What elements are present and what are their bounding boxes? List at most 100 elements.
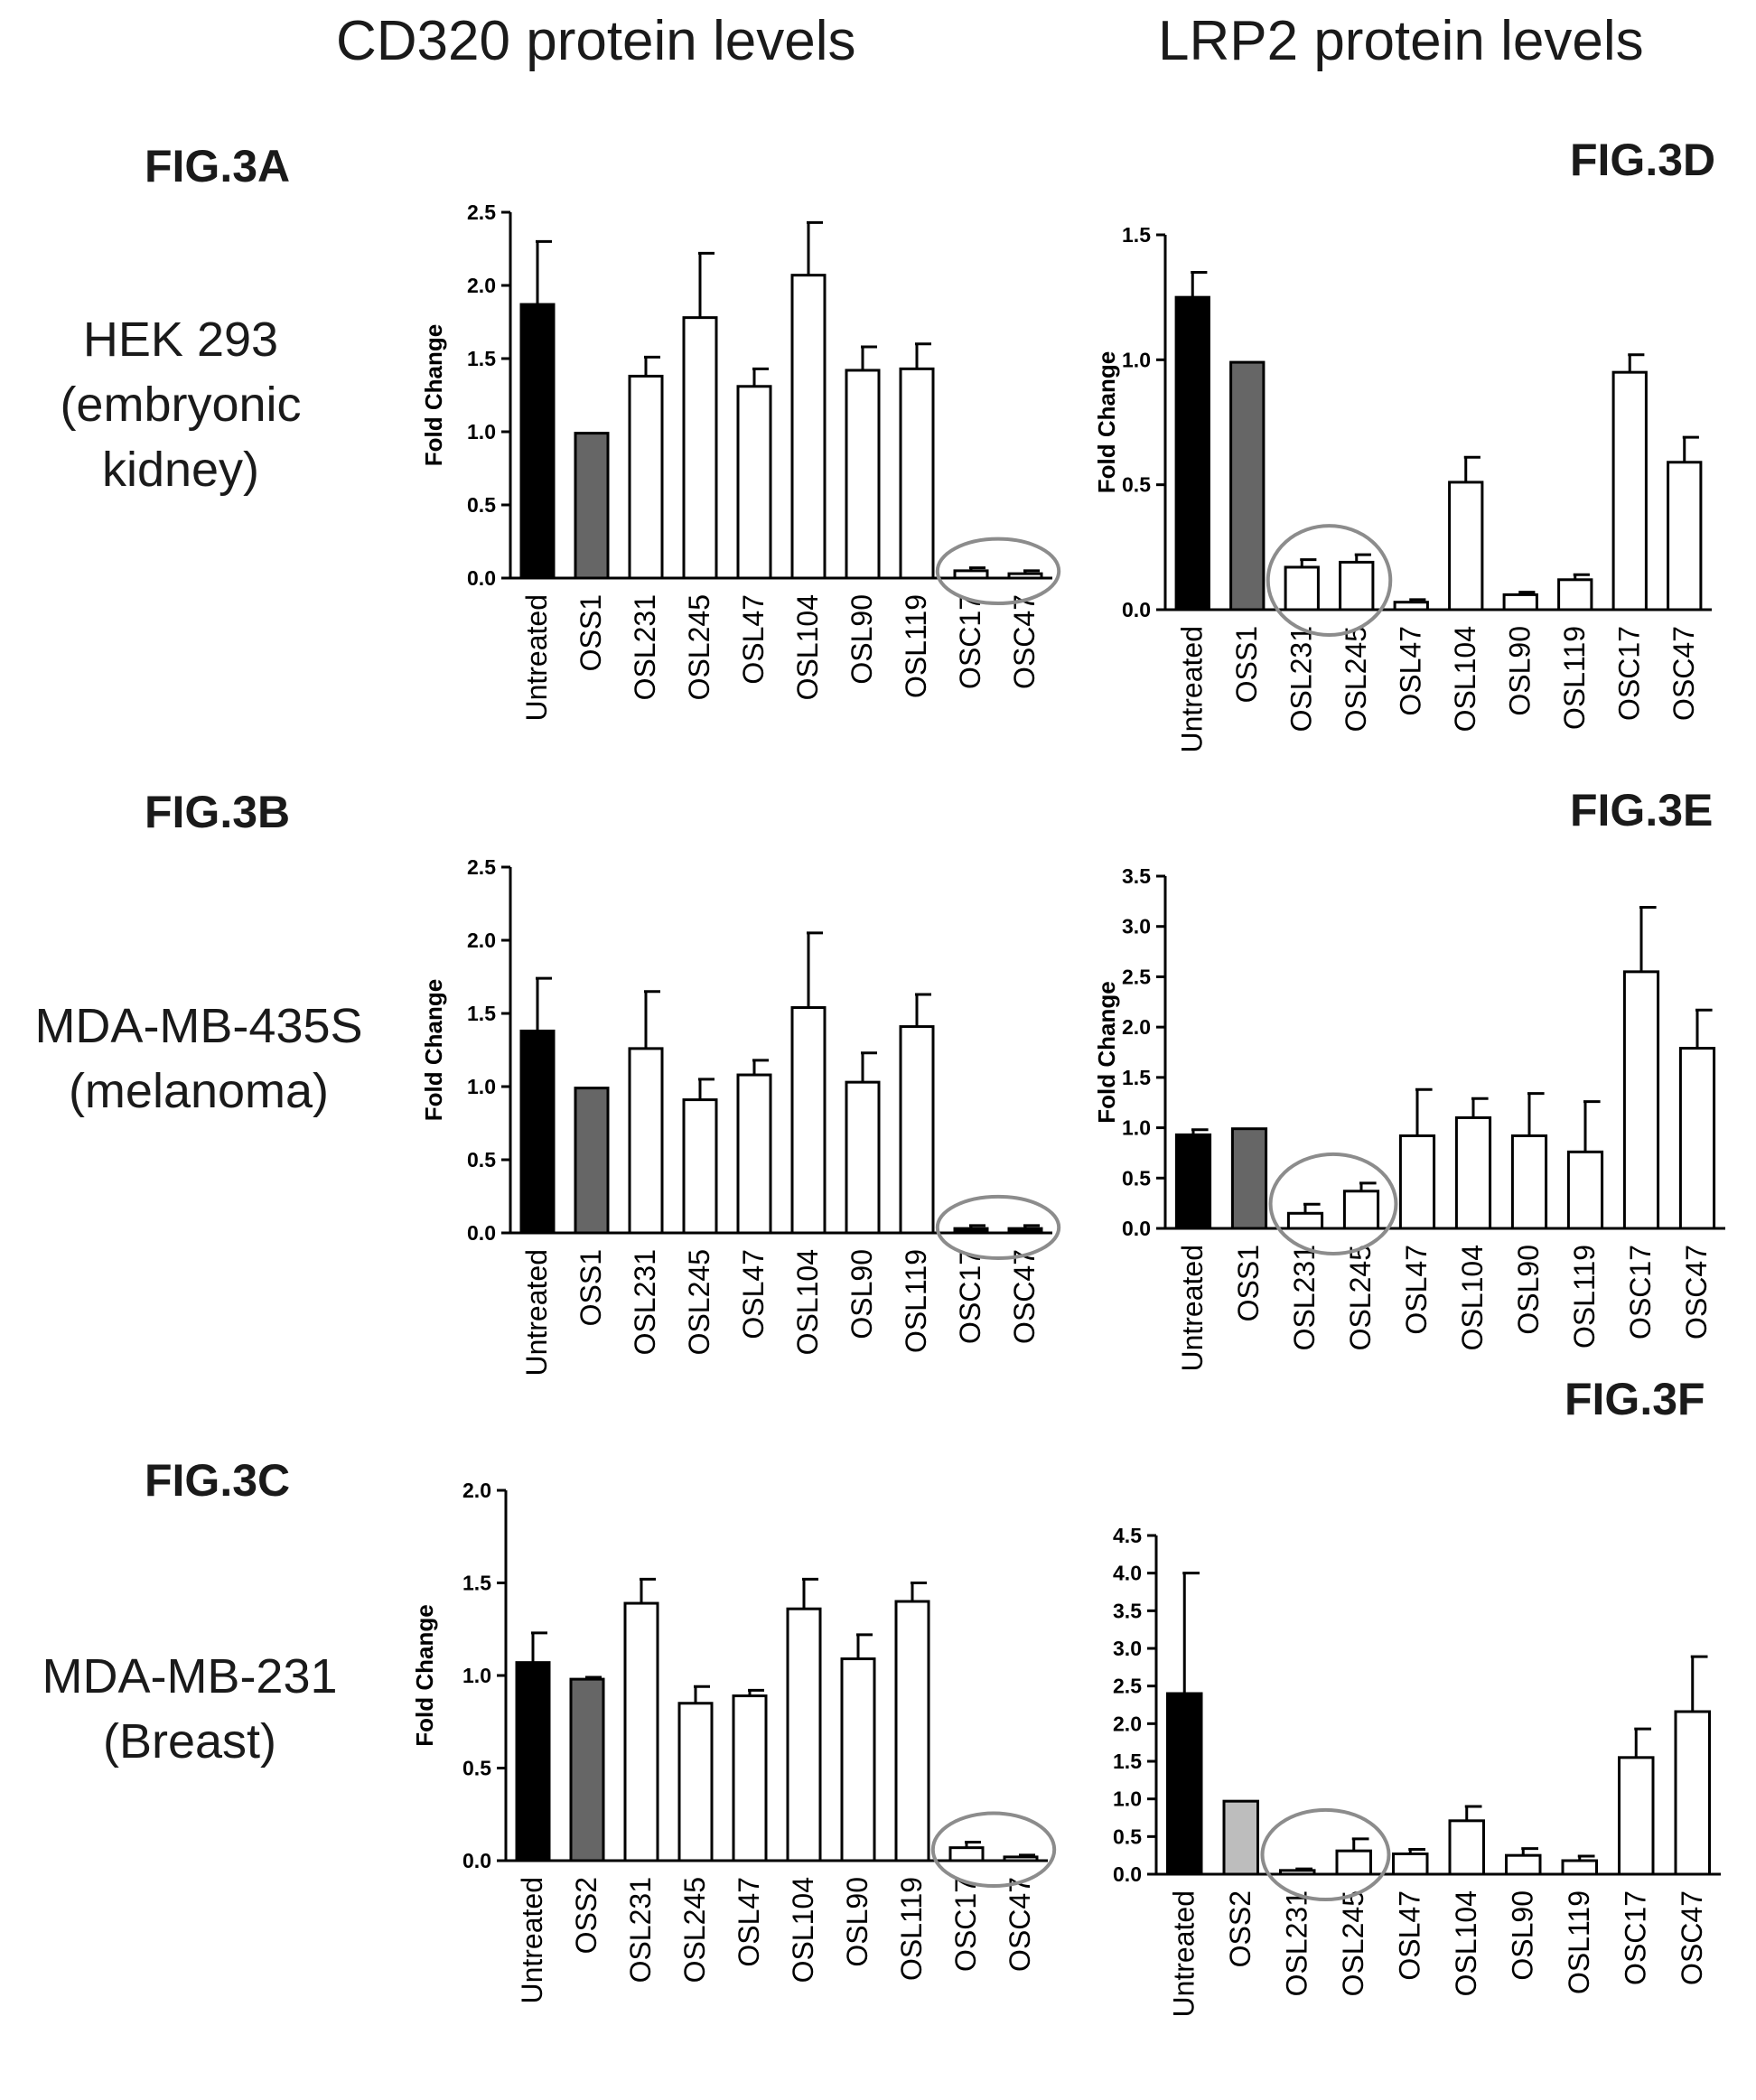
bar-osl245 [682,316,718,580]
chart-fig-3c: Fold Change 0.0 0.5 1.0 1.5 2.0 Untreated OSS2 O… [411,1479,1057,2004]
bar-osl104 [790,274,827,580]
x-tick-label: OSL245 [1340,626,1372,732]
y-tick-label: 2.0 [1122,1015,1151,1039]
x-tick-label: OSS2 [1224,1890,1256,1967]
fig-3b-label: FIG.3B [145,787,291,837]
y-tick-label: 3.0 [1122,915,1151,938]
bar-osl245 [677,1702,714,1862]
x-tick-label: OSC47 [1667,626,1700,721]
bar-osl104 [1454,1115,1492,1230]
column-title-cd320: CD320 protein levels [336,10,856,72]
x-tick-label: OSL104 [787,1877,819,1983]
bar-osl90 [845,1080,881,1235]
x-tick-label: OSL90 [841,1877,873,1967]
bar-osl245 [1335,1849,1372,1876]
bar-osc47 [1674,1710,1711,1876]
y-tick-label: 0.5 [467,1148,496,1171]
bar-osl47 [736,385,772,580]
bar-osl231 [628,1047,664,1235]
x-tick-label: OSL231 [624,1877,657,1983]
y-tick-label: 1.0 [467,1075,496,1098]
x-tick-label: OSC47 [1008,594,1041,689]
x-tick-label: OSL104 [1450,1890,1482,1996]
cell-line-mda-mb-231: MDA-MB-231 (Breast) [9,1644,370,1774]
x-tick-label: OSL231 [1284,626,1317,732]
bar-oss2 [1222,1799,1259,1876]
x-tick-label: OSC17 [949,1877,982,1972]
highlight-ellipse [1266,524,1393,638]
x-tick-label: OSL119 [900,1249,932,1353]
bar-osl119 [894,1600,930,1862]
fig-3e-label: FIG.3E [1570,785,1714,835]
cell-line-mda-mb-435s-name: MDA-MB-435S [34,999,363,1053]
chart-fig-3e: Fold Change 0.0 0.5 1.0 1.5 2.0 2.5 3.0 3.5 Untre… [1093,864,1725,1372]
bar-osl90 [840,1657,876,1862]
y-tick-label: 0.5 [1122,473,1151,497]
cell-line-mda-mb-231-type: (Breast) [102,1714,277,1769]
bar-untreated [1174,295,1210,611]
bar-osl231 [628,374,664,580]
bar-osl104 [790,1006,827,1235]
bar-osl47 [1398,1134,1436,1230]
x-tick-label: OSL47 [1393,1890,1425,1981]
y-tick-label: 1.0 [1122,348,1151,371]
x-tick-label: OSL90 [1506,1890,1538,1981]
x-tick-label: OSL47 [733,1877,765,1967]
x-tick-label: OSS2 [570,1877,602,1954]
bar-osc17 [953,1227,989,1235]
x-tick-label: Untreated [520,1249,553,1377]
x-tick-label: OSC17 [954,1249,986,1344]
x-tick-label: OSL119 [900,594,932,698]
y-tick-label: 0.5 [1113,1825,1142,1848]
y-tick-label: 2.0 [467,274,496,297]
fig-3d-label: FIG.3D [1570,135,1716,185]
x-tick-label: Untreated [520,594,553,722]
x-tick-label: OSL104 [791,594,824,700]
x-tick-label: Untreated [1175,626,1208,753]
cell-line-hek293-type: (embryonic [60,378,302,432]
y-tick-label: 1.5 [467,347,496,370]
chart-fig-3b: Fold Change 0.0 0.5 1.0 1.5 2.0 2.5 Untreated OS… [420,855,1061,1377]
x-tick-label: OSL47 [1400,1245,1433,1335]
highlight-ellipse [935,537,1061,605]
bar-untreated [519,1029,556,1235]
bar-oss1 [1229,360,1266,611]
bar-osc17 [1611,370,1648,611]
y-tick-label: 2.0 [467,929,496,952]
x-tick-label: OSC47 [1008,1249,1041,1344]
x-tick-label: OSC17 [954,594,986,689]
x-tick-label: OSC47 [1676,1890,1708,1985]
fig-3c-label: FIG.3C [145,1455,291,1506]
chart-fig-3f: 0.0 0.5 1.0 1.5 2.0 2.5 3.0 3.5 4.0 4.5 Untreated O… [1113,1524,1721,2018]
cell-line-mda-mb-435s: MDA-MB-435S (melanoma) [0,994,397,1124]
y-tick-label: 1.5 [1113,1750,1142,1773]
fig-3f-label: FIG.3F [1565,1374,1705,1424]
bar-osc17 [953,569,989,580]
cell-line-mda-mb-231-name: MDA-MB-231 [42,1649,338,1703]
y-tick-label: 1.0 [462,1664,491,1687]
x-tick-label: OSS1 [1232,1245,1265,1321]
bar-osc47 [1003,1855,1039,1862]
y-axis-label: Fold Change [1093,981,1120,1123]
y-tick-label: 0.0 [1113,1862,1142,1886]
bar-oss1 [574,432,610,580]
bar-untreated [515,1661,551,1862]
bar-osl231 [1286,1211,1324,1230]
y-tick-label: 2.0 [1113,1712,1142,1735]
fig-3a-label: FIG.3A [145,141,291,191]
y-tick-label: 0.0 [467,1221,496,1245]
bar-osl245 [1339,560,1375,611]
bar-osl119 [899,367,935,580]
x-tick-label: OSL90 [1512,1245,1545,1335]
column-title-lrp2: LRP2 protein levels [1158,10,1644,72]
bar-osc47 [1678,1047,1716,1230]
x-tick-label: OSC47 [1680,1245,1713,1339]
x-tick-label: OSL104 [1456,1245,1489,1350]
bar-untreated [1166,1692,1203,1876]
bar-osl47 [732,1694,768,1862]
x-tick-label: OSS1 [574,594,607,671]
bar-oss2 [569,1677,605,1862]
cell-line-hek293-type-2: kidney) [101,443,260,497]
x-tick-label: OSL245 [1337,1890,1369,1996]
cell-line-mda-mb-435s-type: (melanoma) [68,1064,330,1118]
